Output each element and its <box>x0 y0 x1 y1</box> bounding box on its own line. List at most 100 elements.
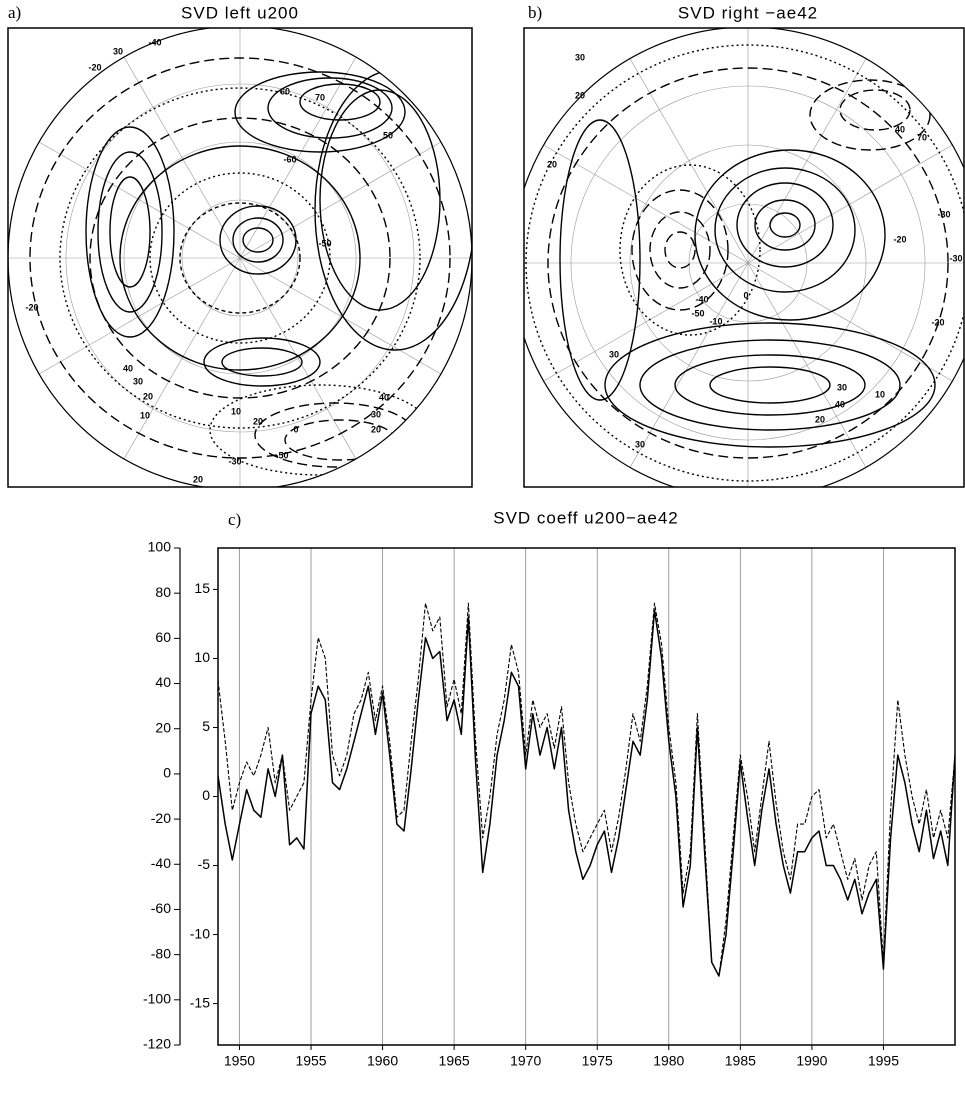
meridian <box>38 257 241 375</box>
panel-frame <box>7 27 473 488</box>
series-line <box>218 602 955 977</box>
contour-label: -60 <box>283 154 296 164</box>
contour-line <box>709 366 831 404</box>
chart-title: SVD coeff u200−ae42 <box>493 508 679 527</box>
y2-tick-label: -120 <box>143 1036 171 1052</box>
contour-label: 30 <box>837 382 847 392</box>
contour-label: -20 <box>25 302 38 312</box>
contour-label: 20 <box>371 424 381 434</box>
contour-line <box>179 202 301 314</box>
contour-label: -50 <box>318 238 331 248</box>
map <box>524 28 964 487</box>
contour-line <box>619 164 761 336</box>
contour-label: 30 <box>575 52 585 62</box>
meridian <box>239 56 357 259</box>
contour-line <box>85 126 175 338</box>
contour-label: 30 <box>133 376 143 386</box>
contour-line <box>547 67 949 459</box>
meridian <box>239 257 357 460</box>
contour-label: 70 <box>315 92 325 102</box>
y2-tick-label: 100 <box>148 539 172 555</box>
contour-line <box>109 176 151 288</box>
contour-line <box>314 69 472 351</box>
panel-label: b) <box>528 3 542 22</box>
contour-label: -10 <box>709 316 722 326</box>
contour-label: 30 <box>113 46 123 56</box>
contour-line <box>664 231 696 269</box>
y2-tick-label: 80 <box>155 584 171 600</box>
meridian <box>747 144 953 264</box>
contour-label: 20 <box>143 391 153 401</box>
y2-tick-label: 0 <box>163 765 171 781</box>
contour-label: 50 <box>383 130 393 140</box>
x-tick-label: 1960 <box>367 1053 398 1069</box>
contour-label: 10 <box>231 406 241 416</box>
contour-line <box>221 347 303 377</box>
contour-line <box>219 205 297 275</box>
panel-frame <box>523 27 965 488</box>
contour-label: 20 <box>253 416 263 426</box>
contour-line <box>769 212 801 238</box>
series-line <box>218 609 955 977</box>
contour-line <box>839 89 911 131</box>
x-tick-label: 1955 <box>295 1053 326 1069</box>
contour-line <box>119 145 361 371</box>
contour-label: 10 <box>140 410 150 420</box>
y-tick-label: -10 <box>190 925 210 941</box>
y-tick-label: 0 <box>202 787 210 803</box>
y-tick-label: 5 <box>202 718 210 734</box>
panel-label: a) <box>8 3 21 22</box>
contour-line <box>209 384 431 476</box>
y2-tick-label: 40 <box>155 674 171 690</box>
y2-tick-label: -60 <box>151 900 171 916</box>
contour-line <box>242 227 274 253</box>
y2-tick-label: -80 <box>151 945 171 961</box>
x-tick-label: 1970 <box>510 1053 541 1069</box>
contour-line <box>809 79 931 151</box>
contour-label: 40 <box>895 124 905 134</box>
contour-label: 40 <box>123 363 133 373</box>
contour-label: 70 <box>917 132 927 142</box>
contour-line <box>299 83 381 121</box>
y-tick-label: 10 <box>194 649 210 665</box>
contour-line <box>559 119 641 401</box>
plot-area <box>218 602 955 977</box>
contour-label: 20 <box>547 159 557 169</box>
y2-tick-label: -40 <box>151 855 171 871</box>
x-tick-label: 1985 <box>725 1053 756 1069</box>
y2-tick-label: -20 <box>151 810 171 826</box>
contour-line <box>694 149 886 321</box>
x-tick-label: 1975 <box>582 1053 613 1069</box>
meridian <box>38 141 241 259</box>
meridian <box>123 56 241 259</box>
contour-label: 30 <box>635 439 645 449</box>
contour-line <box>754 199 816 251</box>
contour-label: -30 <box>228 456 241 466</box>
meridian <box>747 58 867 264</box>
map-title: SVD left u200 <box>181 3 299 22</box>
contour-line <box>203 337 321 387</box>
contour-line <box>639 339 901 431</box>
contour-line <box>714 167 856 293</box>
contour-label: 0 <box>293 424 298 434</box>
x-tick-label: 1990 <box>796 1053 827 1069</box>
y-tick-label: 15 <box>194 580 210 596</box>
contour-label: -20 <box>893 234 906 244</box>
x-tick-label: 1995 <box>868 1053 899 1069</box>
contour-label: -40 <box>148 37 161 47</box>
x-tick-label: 1965 <box>439 1053 470 1069</box>
y2-tick-label: 20 <box>155 719 171 735</box>
contour-label: 40 <box>835 399 845 409</box>
contour-line <box>59 87 421 429</box>
contour-line <box>319 89 441 311</box>
x-tick-label: 1950 <box>224 1053 255 1069</box>
contour-label: 0 <box>743 290 748 300</box>
contour-label: -20 <box>931 317 944 327</box>
contour-line <box>604 322 936 448</box>
meridian <box>543 262 749 382</box>
meridian <box>747 262 953 382</box>
contour-line <box>525 44 964 482</box>
contour-label: 30 <box>609 349 619 359</box>
y2-tick-label: 60 <box>155 629 171 645</box>
